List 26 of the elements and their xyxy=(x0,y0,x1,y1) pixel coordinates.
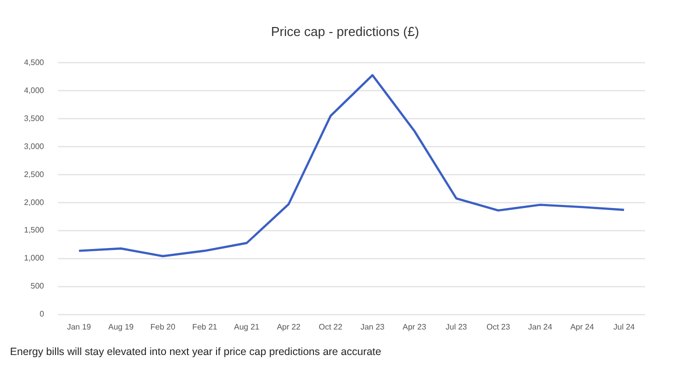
text: Energy bills will stay elevated into next year if price cap predictions are accurate xyxy=(10,346,382,358)
chart-title: Price cap - predictions (£) xyxy=(270,24,420,39)
x-tick-label: Jan 24 xyxy=(528,322,553,332)
x-tick-label: Oct 22 xyxy=(318,322,343,332)
x-tick-label: Jul 23 xyxy=(446,322,468,332)
x-tick-label: Jan 23 xyxy=(360,322,386,332)
x-tick-label: Aug 19 xyxy=(108,322,134,332)
x-tick-label: Aug 21 xyxy=(234,322,260,332)
y-tick-label: 0 xyxy=(40,310,45,319)
x-tick-label: Apr 22 xyxy=(276,322,301,332)
y-tick-label: 500 xyxy=(30,282,45,291)
x-tick-label: Jan 19 xyxy=(66,322,92,332)
y-tick-label: 3,500 xyxy=(24,114,45,123)
y-tick-label: 2,500 xyxy=(24,170,45,179)
x-tick-label: Oct 23 xyxy=(486,322,511,332)
x-tick-label: Apr 24 xyxy=(570,322,594,332)
y-tick-label: 3,000 xyxy=(24,142,45,151)
x-tick-label: Feb 20 xyxy=(150,322,176,332)
x-tick-label: Jul 24 xyxy=(613,322,636,332)
x-tick-label: Feb 21 xyxy=(192,322,218,332)
y-tick-label: 1,000 xyxy=(24,254,45,263)
x-tick-label: Apr 23 xyxy=(402,322,427,332)
y-tick-label: 2,000 xyxy=(24,198,45,207)
y-tick-label: 4,000 xyxy=(24,86,45,95)
y-tick-label: 1,500 xyxy=(24,226,45,235)
y-tick-label: 4,500 xyxy=(24,58,45,68)
